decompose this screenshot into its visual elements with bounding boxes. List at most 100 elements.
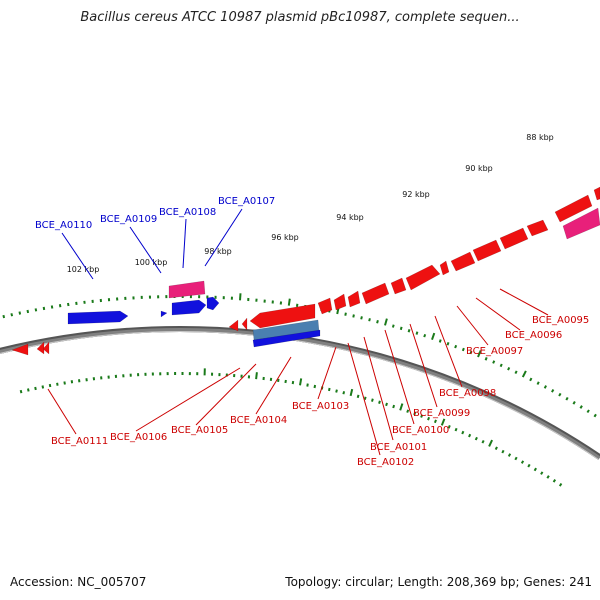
- minor-tick: [565, 396, 569, 401]
- minor-tick: [313, 384, 317, 389]
- minor-tick: [19, 389, 23, 394]
- label-bce-a0098: BCE_A0098: [439, 388, 496, 399]
- tick-label-98-kbp: 98 kbp: [204, 247, 232, 256]
- minor-tick: [18, 311, 22, 315]
- minor-tick: [413, 411, 417, 416]
- label-bce-a0106: BCE_A0106: [110, 432, 167, 443]
- minor-tick: [391, 324, 395, 328]
- minor-tick: [474, 436, 478, 441]
- label-bce-a0095: BCE_A0095: [532, 315, 589, 326]
- scale-tick-labels: 88 kbp 90 kbp 92 kbp 94 kbp 96 kbp 98 kbp 100 …: [67, 133, 554, 274]
- gene-bce-a0111c: [42, 341, 50, 355]
- major-tick: [239, 293, 242, 301]
- leader-bce-a0108: [182, 218, 187, 269]
- minor-tick: [469, 350, 473, 355]
- gene-bce-a0103: [333, 293, 347, 311]
- tick-label-96-kbp: 96 kbp: [271, 233, 299, 242]
- label-leader-lines: [47, 208, 549, 456]
- minor-tick: [579, 405, 583, 409]
- minor-tick: [494, 446, 498, 451]
- pseudogene-1: [168, 280, 206, 299]
- minor-tick: [42, 306, 46, 311]
- leader-bce-a0106: [135, 367, 241, 432]
- minor-tick: [399, 326, 403, 331]
- label-bce-a0105: BCE_A0105: [171, 425, 228, 436]
- minor-tick: [378, 400, 381, 404]
- minor-tick: [420, 414, 424, 418]
- major-tick: [440, 418, 446, 426]
- minor-tick: [433, 419, 437, 424]
- minor-tick: [540, 471, 544, 475]
- minor-tick: [56, 382, 59, 386]
- major-tick: [477, 350, 482, 358]
- label-bce-a0101: BCE_A0101: [370, 442, 427, 453]
- minor-tick: [558, 482, 563, 487]
- minor-tick: [306, 383, 309, 387]
- minor-tick: [514, 456, 518, 461]
- minor-tick: [514, 370, 518, 375]
- minor-tick: [48, 383, 52, 388]
- minor-tick: [499, 363, 503, 368]
- gene-fwd-3: [593, 186, 600, 201]
- gene-bce-a0109: [160, 310, 168, 318]
- gene-bce-a0102: [347, 290, 361, 308]
- label-bce-a0097: BCE_A0097: [466, 346, 523, 357]
- leader-bce-a0096: [475, 297, 521, 331]
- map-title: Bacillus cereus ATCC 10987 plasmid pBc10…: [80, 10, 520, 25]
- minor-tick: [392, 404, 396, 409]
- minor-tick: [446, 341, 450, 346]
- gene-bce-a0098: [439, 260, 450, 276]
- label-bce-a0096: BCE_A0096: [505, 330, 562, 341]
- major-tick: [384, 318, 388, 326]
- minor-tick: [34, 386, 37, 391]
- minor-tick: [27, 388, 30, 392]
- minor-tick: [352, 314, 355, 318]
- major-tick: [287, 298, 291, 306]
- minor-tick: [415, 331, 419, 335]
- tick-label-92-kbp: 92 kbp: [402, 190, 430, 199]
- leader-bce-a0101: [363, 336, 394, 441]
- minor-tick: [376, 320, 379, 324]
- minor-tick: [536, 381, 540, 385]
- minor-tick: [533, 467, 537, 472]
- gene-bce-a0106: [228, 319, 239, 332]
- tick-label-90-kbp: 90 kbp: [465, 164, 493, 173]
- label-bce-a0102: BCE_A0102: [357, 457, 414, 468]
- leader-bce-a0099: [409, 323, 438, 408]
- minor-tick: [546, 475, 550, 479]
- label-bce-a0100: BCE_A0100: [392, 425, 449, 436]
- plasmid-backbone: [0, 325, 600, 460]
- minor-tick: [543, 385, 547, 389]
- gene-bce-a0107: [206, 296, 220, 311]
- minor-tick: [551, 389, 555, 393]
- minor-tick: [520, 460, 525, 464]
- minor-tick: [492, 360, 496, 364]
- minor-tick: [481, 439, 485, 444]
- minor-tick: [586, 409, 590, 414]
- minor-tick: [368, 318, 371, 322]
- major-tick: [399, 403, 404, 411]
- tick-label-88-kbp: 88 kbp: [526, 133, 554, 142]
- minor-tick: [438, 339, 442, 343]
- leader-bce-a0102: [347, 342, 381, 456]
- label-bce-a0099: BCE_A0099: [413, 408, 470, 419]
- minor-tick: [572, 401, 576, 405]
- minor-tick: [454, 427, 458, 432]
- gene-bce-a0095: [499, 227, 529, 250]
- accession-text: Accession: NC_005707: [10, 575, 147, 589]
- minor-tick: [2, 314, 6, 319]
- gene-bce-a0110: [67, 310, 129, 325]
- major-tick: [255, 372, 258, 380]
- gene-features: [11, 186, 600, 356]
- minor-tick: [356, 394, 360, 399]
- label-bce-a0109: BCE_A0109: [100, 214, 157, 225]
- gene-bce-a0108: [171, 299, 207, 316]
- gene-bce-a0104b: [252, 329, 321, 348]
- leader-bce-a0109: [129, 226, 162, 274]
- minor-tick: [328, 387, 331, 392]
- leader-bce-a0107: [204, 208, 243, 267]
- minor-tick: [342, 391, 346, 395]
- leader-bce-a0100: [384, 329, 415, 425]
- gene-bce-a0097: [450, 251, 476, 272]
